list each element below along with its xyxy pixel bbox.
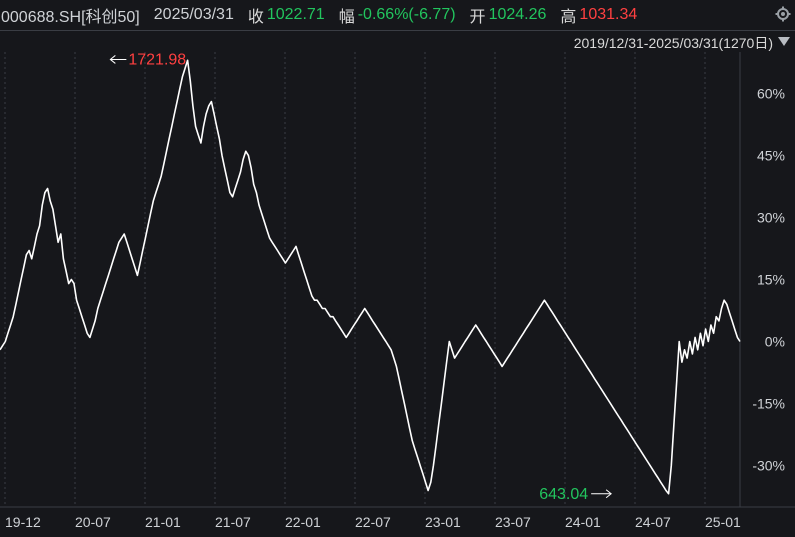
y-tick-label: 15%: [757, 272, 785, 288]
gear-icon[interactable]: [775, 6, 791, 22]
x-axis-ticks: 19-12 20-07 21-01 21-07 22-01 22-07 23-01 23-07…: [5, 514, 741, 530]
y-tick-label: 30%: [757, 209, 785, 225]
x-tick-label: 19-12: [5, 514, 41, 530]
close-label: 收: [247, 9, 264, 26]
x-tick-label: 21-01: [145, 514, 181, 530]
y-tick-label: -15%: [752, 396, 785, 412]
index-code[interactable]: 000688.SH[科创50]: [1, 9, 140, 26]
max-label: 1721.98: [128, 52, 186, 68]
max-marker-arrow: [109, 55, 116, 64]
change-value: -0.66%(-6.77): [357, 6, 456, 23]
close-value: 1022.71: [266, 6, 325, 23]
open-value: 1024.26: [488, 6, 547, 23]
x-tick-label: 20-07: [75, 514, 111, 530]
annotations: 1721.98 643.04: [109, 52, 612, 503]
high-label: 高: [560, 9, 577, 26]
date-range-text[interactable]: 2019/12/31-2025/03/31(1270日): [573, 35, 773, 51]
quote-header: 000688.SH[科创50] 2025/03/31 收 1022.71 幅 -…: [0, 0, 795, 30]
min-label: 643.04: [539, 486, 588, 503]
x-tick-label: 23-07: [495, 514, 531, 530]
series-group: [0, 59, 741, 495]
triangle-down-icon[interactable]: [778, 37, 790, 47]
x-tick-label: 24-01: [565, 514, 601, 530]
date-range-bar: 2019/12/31-2025/03/31(1270日): [0, 30, 795, 52]
y-tick-label: 60%: [757, 85, 785, 101]
x-tick-label: 25-01: [705, 514, 741, 530]
x-tick-label: 21-07: [215, 514, 251, 530]
high-value: 1031.34: [579, 6, 638, 23]
line-chart: 60% 45% 30% 15% 0% -15% -30% 1721.98 643.04 19-…: [0, 52, 795, 530]
y-tick-label: 45%: [757, 147, 785, 163]
open-label: 开: [469, 9, 486, 26]
y-axis-ticks: 60% 45% 30% 15% 0% -15% -30%: [752, 85, 785, 473]
x-tick-label: 22-01: [285, 514, 321, 530]
change-label: 幅: [338, 9, 355, 26]
chart-grid: [0, 52, 795, 508]
x-tick-label: 22-07: [355, 514, 391, 530]
x-tick-label: 24-07: [635, 514, 671, 530]
quote-date: 2025/03/31: [153, 6, 234, 23]
x-tick-label: 23-01: [425, 514, 461, 530]
y-tick-label: -30%: [752, 458, 785, 474]
y-tick-label: 0%: [765, 334, 785, 350]
min-marker-arrow: [605, 489, 612, 499]
series-line: [0, 59, 741, 495]
